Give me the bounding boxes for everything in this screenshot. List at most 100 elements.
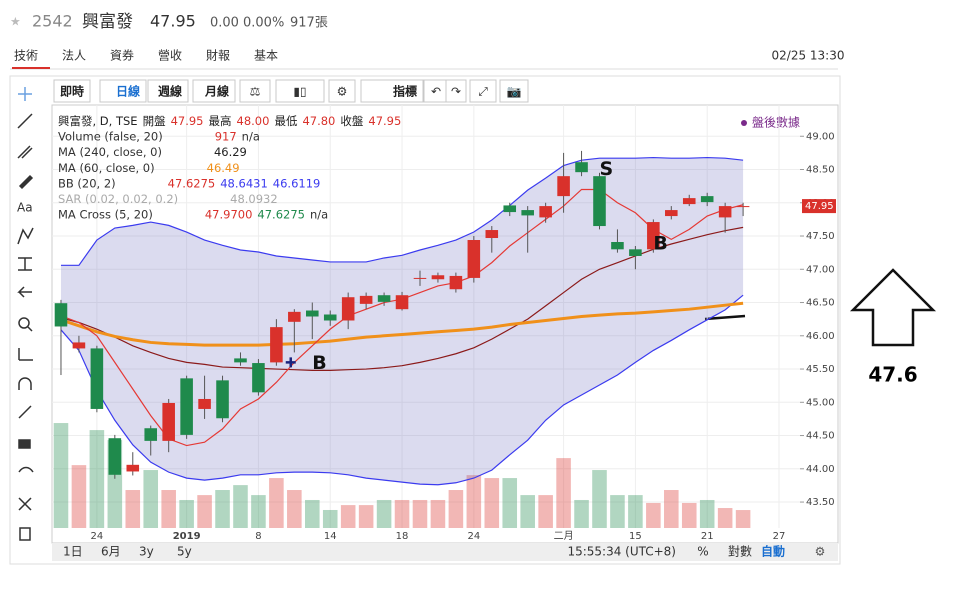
candle-body <box>575 162 588 173</box>
toolbar-button[interactable] <box>239 79 271 103</box>
toolbar-icon[interactable]: ⤢ <box>477 85 488 99</box>
toolbar-icon[interactable]: 📷 <box>507 85 522 99</box>
candle-body <box>72 342 86 349</box>
toolbar-label[interactable]: 日線 <box>116 84 140 99</box>
tab[interactable]: 財報 <box>206 48 230 63</box>
candle-body <box>629 249 642 256</box>
after-hours[interactable]: 盤後數據 <box>752 116 800 130</box>
annotation: B <box>653 233 667 255</box>
tab[interactable]: 基本 <box>254 49 278 63</box>
stock-name: 興富發 <box>82 12 133 32</box>
legend-item: MA (60, close, 0) <box>58 160 155 174</box>
star[interactable]: ★ <box>10 15 21 29</box>
legend-item: 48.0932 <box>230 192 278 206</box>
toolbar-button[interactable] <box>499 79 529 103</box>
candle-body <box>359 295 373 304</box>
range-button[interactable]: 3y <box>139 545 154 559</box>
volume-bar <box>448 490 464 528</box>
volume-bar <box>179 499 194 528</box>
y-tick-label: 45.50 <box>806 364 835 375</box>
tab[interactable]: 法人 <box>62 49 86 63</box>
toolbar-button[interactable] <box>192 79 236 103</box>
candle-body <box>413 277 427 279</box>
volume-bar <box>646 502 661 528</box>
datetime: 02/25 13:30 <box>772 49 845 63</box>
toolbar-button[interactable] <box>445 79 467 103</box>
tab[interactable]: 技術 <box>14 49 38 63</box>
x-tick-label: 24 <box>467 531 480 542</box>
volume-bar <box>89 430 105 528</box>
volume-bar <box>628 495 643 528</box>
range-button[interactable]: 1日 <box>63 545 83 559</box>
toolbar-icon[interactable]: ⚙ <box>337 85 348 99</box>
volume-bar <box>143 470 159 528</box>
x-tick-label: 27 <box>773 531 786 542</box>
legend-item: MA (240, close, 0) <box>58 145 162 159</box>
range-button[interactable]: 5y <box>177 545 192 559</box>
candle-body <box>234 358 247 363</box>
bottom-bar <box>52 543 838 561</box>
toolbar-icon[interactable]: ▮▯ <box>293 85 306 99</box>
pct-scale[interactable]: % <box>697 545 708 559</box>
legend-item: BB (20, 2) <box>58 176 116 190</box>
volume-bar <box>466 475 482 528</box>
toolbar-button[interactable] <box>360 79 424 103</box>
toolbar-button[interactable] <box>53 79 91 103</box>
toolbar-label[interactable]: 週線 <box>158 84 182 99</box>
legend-item: 47.95 <box>171 114 204 128</box>
toolbar-label[interactable]: 即時 <box>60 84 84 99</box>
auto-scale[interactable]: 自動 <box>761 544 785 559</box>
x-tick-label: 21 <box>701 531 714 542</box>
candle-body <box>700 196 714 203</box>
candle-body <box>270 327 283 363</box>
volume-bar <box>305 499 320 528</box>
candle-body <box>449 275 463 290</box>
toolbar-button[interactable] <box>469 79 497 103</box>
volume-bar <box>664 490 679 528</box>
y-tick-label: 47.00 <box>806 264 835 275</box>
volume-bar <box>735 510 751 528</box>
toolbar-button[interactable] <box>275 79 325 103</box>
toolbar-icon[interactable]: ↶ <box>431 85 441 99</box>
buy-marker <box>285 357 296 368</box>
volume-bar <box>197 495 212 528</box>
tab[interactable]: 營收 <box>158 49 182 63</box>
legend-item: 開盤 <box>143 114 166 128</box>
toolbar-label[interactable]: 月線 <box>204 84 229 99</box>
change: 0.00 <box>210 16 239 31</box>
volume-bar <box>376 499 392 528</box>
volume-bar <box>717 508 733 528</box>
candle-body <box>395 295 409 310</box>
legend-item: 46.49 <box>207 160 240 174</box>
legend-row: Volume (false, 20) 917 n/a <box>58 129 260 143</box>
legend-item: Volume (false, 20) <box>58 129 163 143</box>
toolbar-button[interactable] <box>147 79 189 103</box>
legend-item: 47.6275 <box>257 207 305 221</box>
candle-body <box>198 398 211 409</box>
legend-item: n/a <box>310 207 328 221</box>
toolbar-icon[interactable]: ↷ <box>451 85 461 99</box>
range-button[interactable]: 6月 <box>101 545 121 559</box>
volume-bar <box>287 490 302 528</box>
toolbar-icon[interactable]: ⚖ <box>250 85 261 99</box>
log-scale[interactable]: 對數 <box>728 545 752 559</box>
legend-row: 興富發, D, TSE 開盤 47.95 最高 48.00 最低 47.80 收盤 47.95 <box>58 114 401 128</box>
candle-body <box>162 402 175 441</box>
settings-icon[interactable]: ⚙ <box>815 545 826 559</box>
chart-frame <box>9 75 841 565</box>
volume-bar <box>520 495 535 528</box>
y-tick-label: 46.00 <box>806 331 835 342</box>
toolbar-button[interactable] <box>328 79 356 103</box>
candle-body <box>108 438 122 475</box>
side-icons: Aa <box>17 87 34 541</box>
toolbar-label[interactable]: 指標 <box>393 84 417 99</box>
toolbar-button[interactable] <box>99 79 147 103</box>
legend-item: MA Cross (5, 20) <box>58 207 153 221</box>
change-pct: 0.00% <box>243 16 284 31</box>
candle-body <box>665 210 678 217</box>
legend-item: 917 <box>215 129 237 143</box>
tab[interactable]: 資券 <box>110 48 134 63</box>
candle-body <box>54 303 68 327</box>
candle-body <box>90 348 104 409</box>
